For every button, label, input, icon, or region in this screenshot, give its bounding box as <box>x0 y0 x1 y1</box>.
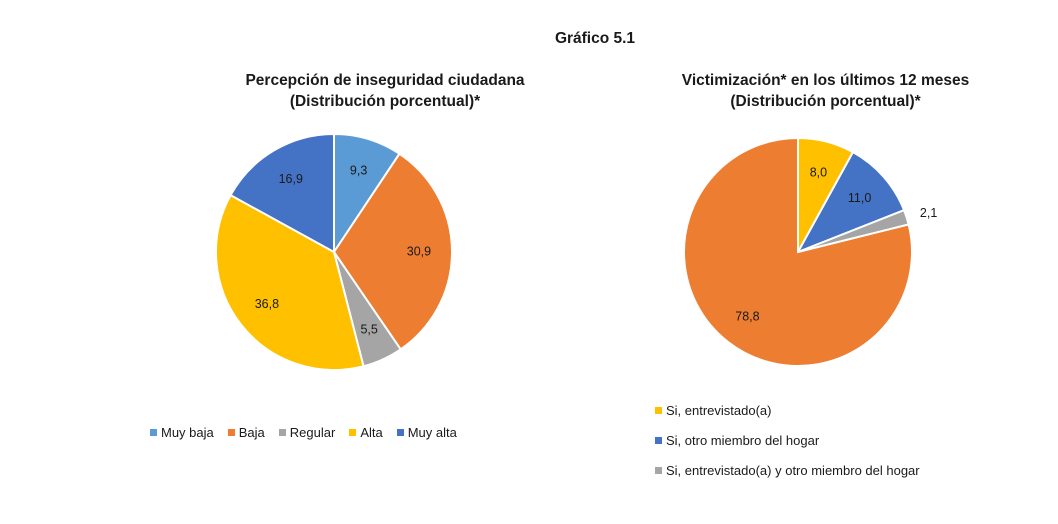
data-label: 30,9 <box>407 244 431 258</box>
legend-item-otro-miembro: Si, otro miembro del hogar <box>655 432 945 449</box>
legend-swatch <box>655 407 662 414</box>
legend-label: Si, entrevistado(a) <box>666 403 772 418</box>
legend-swatch <box>396 429 404 436</box>
chart-title-line2: (Distribución porcentual)* <box>730 93 921 110</box>
pie-slice <box>795 150 906 254</box>
data-label: 5,5 <box>360 322 377 336</box>
pie-slice <box>332 152 453 351</box>
data-label: 9,3 <box>350 164 367 178</box>
chart-title-line1: Victimización* en los últimos 12 meses <box>681 72 970 89</box>
legend-swatch <box>278 429 286 436</box>
data-label: 11,0 <box>848 191 871 205</box>
pie-slice <box>683 136 913 367</box>
legend-label: Muy alta <box>407 425 457 440</box>
legend-inseguridad: Muy baja Baja Regular Alta Muy alta <box>150 425 530 440</box>
chart-title-line2: (Distribución porcentual)* <box>289 93 481 110</box>
legend-label: Baja <box>238 425 265 440</box>
legend-swatch <box>227 429 235 436</box>
chart-title-line1: Percepción de inseguridad ciudadana <box>245 72 525 89</box>
legend-label: Regular <box>289 425 336 440</box>
legend-item-ambos: Si, entrevistado(a) y otro miembro del h… <box>655 462 945 479</box>
legend-item-muy-alta: Muy alta <box>396 425 457 440</box>
data-label: 36,8 <box>255 297 279 311</box>
legend-victimizacion: Si, entrevistado(a) Si, otro miembro del… <box>655 402 945 492</box>
chart-title-victimizacion: Victimización* en los últimos 12 meses (… <box>633 70 1018 112</box>
legend-label: Alta <box>360 425 383 440</box>
legend-item-muy-baja: Muy baja <box>150 425 214 440</box>
pie-slice <box>215 193 365 371</box>
legend-item-regular: Regular <box>278 425 336 440</box>
data-label: 78,8 <box>735 310 759 324</box>
legend-item-baja: Baja <box>227 425 265 440</box>
legend-label: Muy baja <box>161 425 214 440</box>
data-label: 2,1 <box>920 206 937 220</box>
legend-label: Si, entrevistado(a) y otro miembro del h… <box>666 463 920 478</box>
legend-label: Si, otro miembro del hogar <box>666 433 820 448</box>
legend-item-alta: Alta <box>349 425 383 440</box>
legend-swatch <box>349 429 357 436</box>
legend-swatch <box>655 467 662 474</box>
legend-swatch <box>150 429 157 436</box>
legend-swatch <box>655 437 662 444</box>
data-label: 16,9 <box>279 172 303 186</box>
page-title: Gráfico 5.1 <box>554 30 636 47</box>
legend-item-entrevistado: Si, entrevistado(a) <box>655 402 945 419</box>
data-label: 8,0 <box>810 166 827 180</box>
chart-title-inseguridad: Percepción de inseguridad ciudadana (Dis… <box>200 70 570 112</box>
pie-slice <box>229 132 335 254</box>
